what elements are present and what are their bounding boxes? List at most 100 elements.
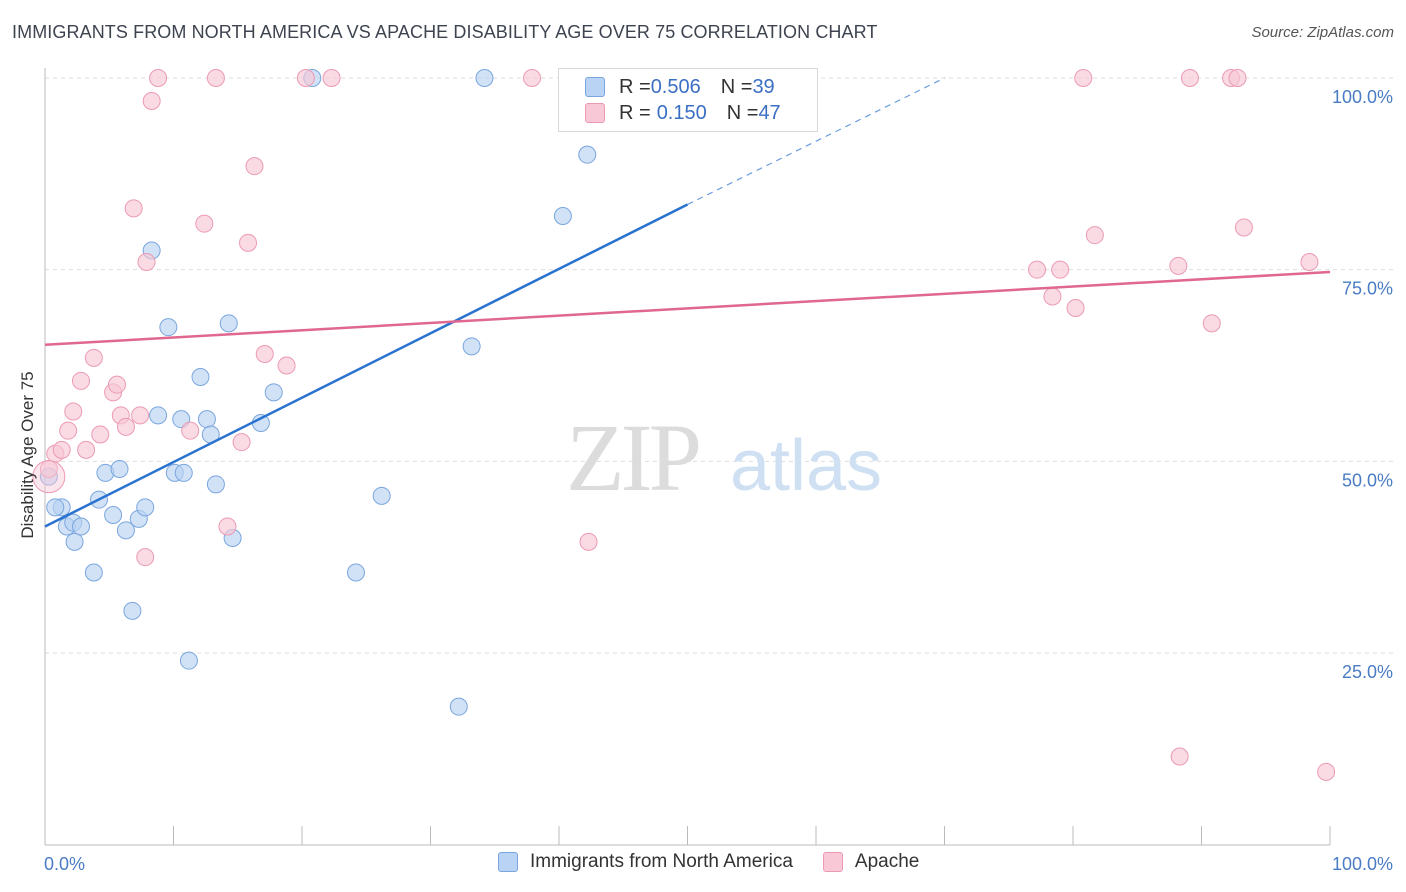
data-point-immigrants bbox=[197, 410, 216, 429]
r-label: R = bbox=[619, 101, 651, 124]
trend-line-immigrants bbox=[44, 203, 689, 528]
y-tick-label: 75.0% bbox=[1342, 279, 1393, 299]
legend-label-apache: Apache bbox=[854, 851, 920, 872]
data-point-apache bbox=[255, 345, 274, 363]
data-point-immigrants bbox=[553, 207, 572, 225]
y-tick-label: 100.0% bbox=[1332, 87, 1393, 107]
data-point-apache bbox=[137, 253, 156, 271]
data-point-apache bbox=[1234, 218, 1253, 237]
data-point-apache bbox=[59, 421, 78, 440]
legend-swatch-pink bbox=[585, 103, 605, 123]
data-point-immigrants bbox=[179, 651, 198, 670]
data-point-apache bbox=[1202, 314, 1221, 333]
data-point-apache bbox=[116, 417, 135, 436]
legend-swatch-blue bbox=[498, 852, 518, 872]
data-point-immigrants bbox=[475, 69, 494, 87]
data-point-apache bbox=[1028, 260, 1047, 279]
data-point-immigrants bbox=[578, 145, 597, 164]
tick-labels: 25.0% 50.0% 75.0% 100.0% 0.0% 100.0% bbox=[44, 87, 1393, 874]
data-point-apache bbox=[277, 356, 296, 375]
r-value: 0.150 bbox=[656, 101, 707, 124]
correlation-legend: R = 0.506 N = 39 R = 0.150 N = 47 bbox=[558, 68, 818, 132]
data-point-immigrants bbox=[149, 406, 168, 425]
r-value: 0.506 bbox=[650, 75, 701, 98]
data-point-apache bbox=[218, 517, 237, 536]
data-point-apache bbox=[195, 214, 214, 233]
trend-line-apache bbox=[44, 270, 1331, 347]
n-label: N = bbox=[726, 101, 759, 124]
source-label: Source: ZipAtlas.com bbox=[1251, 24, 1394, 41]
data-point-apache bbox=[1051, 260, 1070, 279]
data-point-apache bbox=[1043, 287, 1062, 306]
data-point-apache-large bbox=[32, 460, 66, 494]
data-point-apache bbox=[84, 348, 103, 367]
data-point-immigrants bbox=[346, 563, 365, 582]
axes bbox=[44, 68, 1331, 846]
trend-lines bbox=[44, 77, 1331, 528]
data-point-apache bbox=[1300, 253, 1319, 271]
r-label: R = bbox=[619, 75, 651, 98]
data-point-apache bbox=[245, 157, 264, 176]
data-point-immigrants bbox=[174, 463, 193, 482]
data-point-apache bbox=[52, 440, 71, 459]
y-axis-label: Disability Age Over 75 bbox=[18, 371, 37, 538]
data-point-apache bbox=[296, 69, 315, 87]
n-value: 47 bbox=[758, 101, 781, 124]
legend-row-immigrants: R = 0.506 N = 39 bbox=[585, 74, 775, 100]
series-apache-points bbox=[32, 69, 1336, 781]
data-point-apache bbox=[322, 69, 341, 87]
data-point-apache bbox=[1074, 69, 1093, 87]
n-value: 39 bbox=[752, 75, 775, 98]
legend-swatch-blue bbox=[585, 77, 605, 97]
legend-row-apache: R = 0.150 N = 47 bbox=[585, 100, 781, 126]
data-point-apache bbox=[232, 433, 251, 452]
data-point-apache bbox=[1228, 69, 1247, 87]
watermark-zip: ZIP bbox=[566, 404, 699, 511]
data-point-immigrants bbox=[65, 532, 84, 551]
data-point-immigrants bbox=[104, 506, 123, 524]
data-point-apache bbox=[77, 440, 96, 459]
x-tick-label: 0.0% bbox=[44, 854, 85, 874]
data-point-immigrants bbox=[264, 383, 283, 402]
data-point-immigrants bbox=[84, 563, 103, 582]
data-point-immigrants bbox=[191, 368, 210, 386]
data-point-apache bbox=[131, 406, 150, 425]
data-point-immigrants bbox=[116, 521, 135, 540]
data-point-apache bbox=[71, 371, 90, 390]
data-point-immigrants bbox=[110, 460, 129, 478]
y-tick-label: 25.0% bbox=[1342, 662, 1393, 682]
legend-item-immigrants: Immigrants from North America bbox=[498, 851, 793, 873]
data-point-apache bbox=[1180, 69, 1199, 87]
data-point-immigrants bbox=[123, 601, 142, 620]
data-point-apache bbox=[206, 69, 225, 87]
data-point-apache bbox=[64, 402, 83, 421]
legend-swatch-pink bbox=[822, 852, 843, 872]
watermark-atlas: atlas bbox=[730, 426, 882, 506]
data-point-immigrants bbox=[159, 318, 178, 337]
data-point-apache bbox=[1170, 747, 1189, 766]
data-point-apache bbox=[142, 92, 161, 110]
data-point-apache bbox=[523, 69, 542, 87]
y-tick-label: 50.0% bbox=[1342, 470, 1393, 490]
series-immigrants-points bbox=[39, 69, 597, 716]
data-point-apache bbox=[124, 199, 143, 218]
data-point-apache bbox=[136, 548, 155, 567]
data-point-immigrants bbox=[449, 697, 468, 716]
trend-line-immigrants-extension bbox=[687, 77, 945, 206]
legend-item-apache: Apache bbox=[822, 851, 920, 873]
data-point-immigrants bbox=[136, 498, 155, 517]
data-point-immigrants bbox=[372, 486, 391, 505]
data-point-apache bbox=[107, 375, 126, 394]
data-point-immigrants bbox=[46, 498, 65, 517]
n-label: N = bbox=[720, 75, 753, 98]
watermark: ZIP atlas bbox=[566, 404, 882, 511]
series-legend: Immigrants from North America Apache bbox=[498, 851, 949, 873]
chart-title: IMMIGRANTS FROM NORTH AMERICA VS APACHE … bbox=[12, 22, 878, 42]
data-point-apache bbox=[1085, 226, 1104, 245]
data-point-apache bbox=[239, 233, 258, 252]
data-point-apache bbox=[149, 69, 168, 87]
data-point-immigrants bbox=[219, 314, 238, 333]
x-tick-label: 100.0% bbox=[1332, 854, 1393, 874]
data-point-apache bbox=[1317, 762, 1336, 781]
